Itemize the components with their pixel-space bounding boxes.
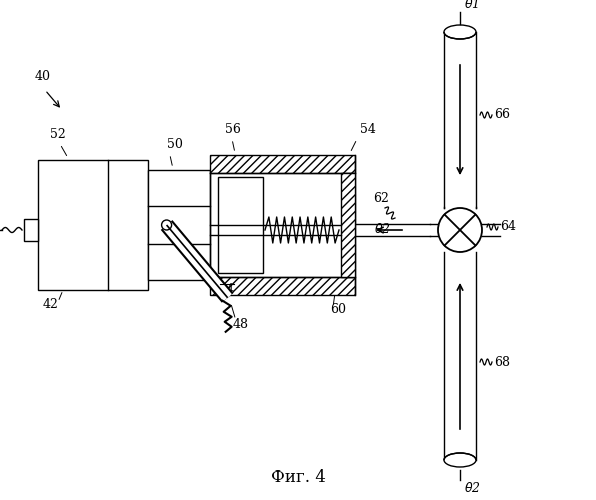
- Text: 66: 66: [494, 108, 510, 122]
- Text: 50: 50: [167, 138, 182, 151]
- Text: $\theta$1: $\theta$1: [464, 0, 479, 11]
- Text: 44: 44: [220, 283, 235, 296]
- Circle shape: [162, 220, 172, 230]
- Bar: [210, 277, 355, 295]
- Text: 48: 48: [232, 318, 249, 331]
- Bar: [24, 219, 38, 241]
- Text: 56: 56: [225, 123, 241, 136]
- Bar: [38, 160, 148, 290]
- Ellipse shape: [444, 25, 476, 39]
- Text: $\theta$2: $\theta$2: [374, 222, 390, 236]
- Text: Фиг. 4: Фиг. 4: [271, 470, 325, 486]
- Text: 68: 68: [494, 356, 510, 368]
- Bar: [148, 170, 210, 280]
- Text: 42: 42: [43, 298, 59, 311]
- Ellipse shape: [444, 453, 476, 467]
- Bar: [210, 155, 355, 173]
- Text: 64: 64: [500, 220, 516, 232]
- Bar: [341, 173, 355, 277]
- Text: 60: 60: [330, 303, 346, 316]
- Text: 40: 40: [35, 70, 51, 83]
- Text: $\theta$2: $\theta$2: [464, 481, 481, 495]
- Bar: [218, 177, 263, 273]
- Text: 54: 54: [360, 123, 376, 136]
- Circle shape: [438, 208, 482, 252]
- Text: 62: 62: [373, 192, 389, 205]
- Text: 52: 52: [50, 128, 66, 141]
- Text: $\theta$2: $\theta$2: [225, 186, 242, 200]
